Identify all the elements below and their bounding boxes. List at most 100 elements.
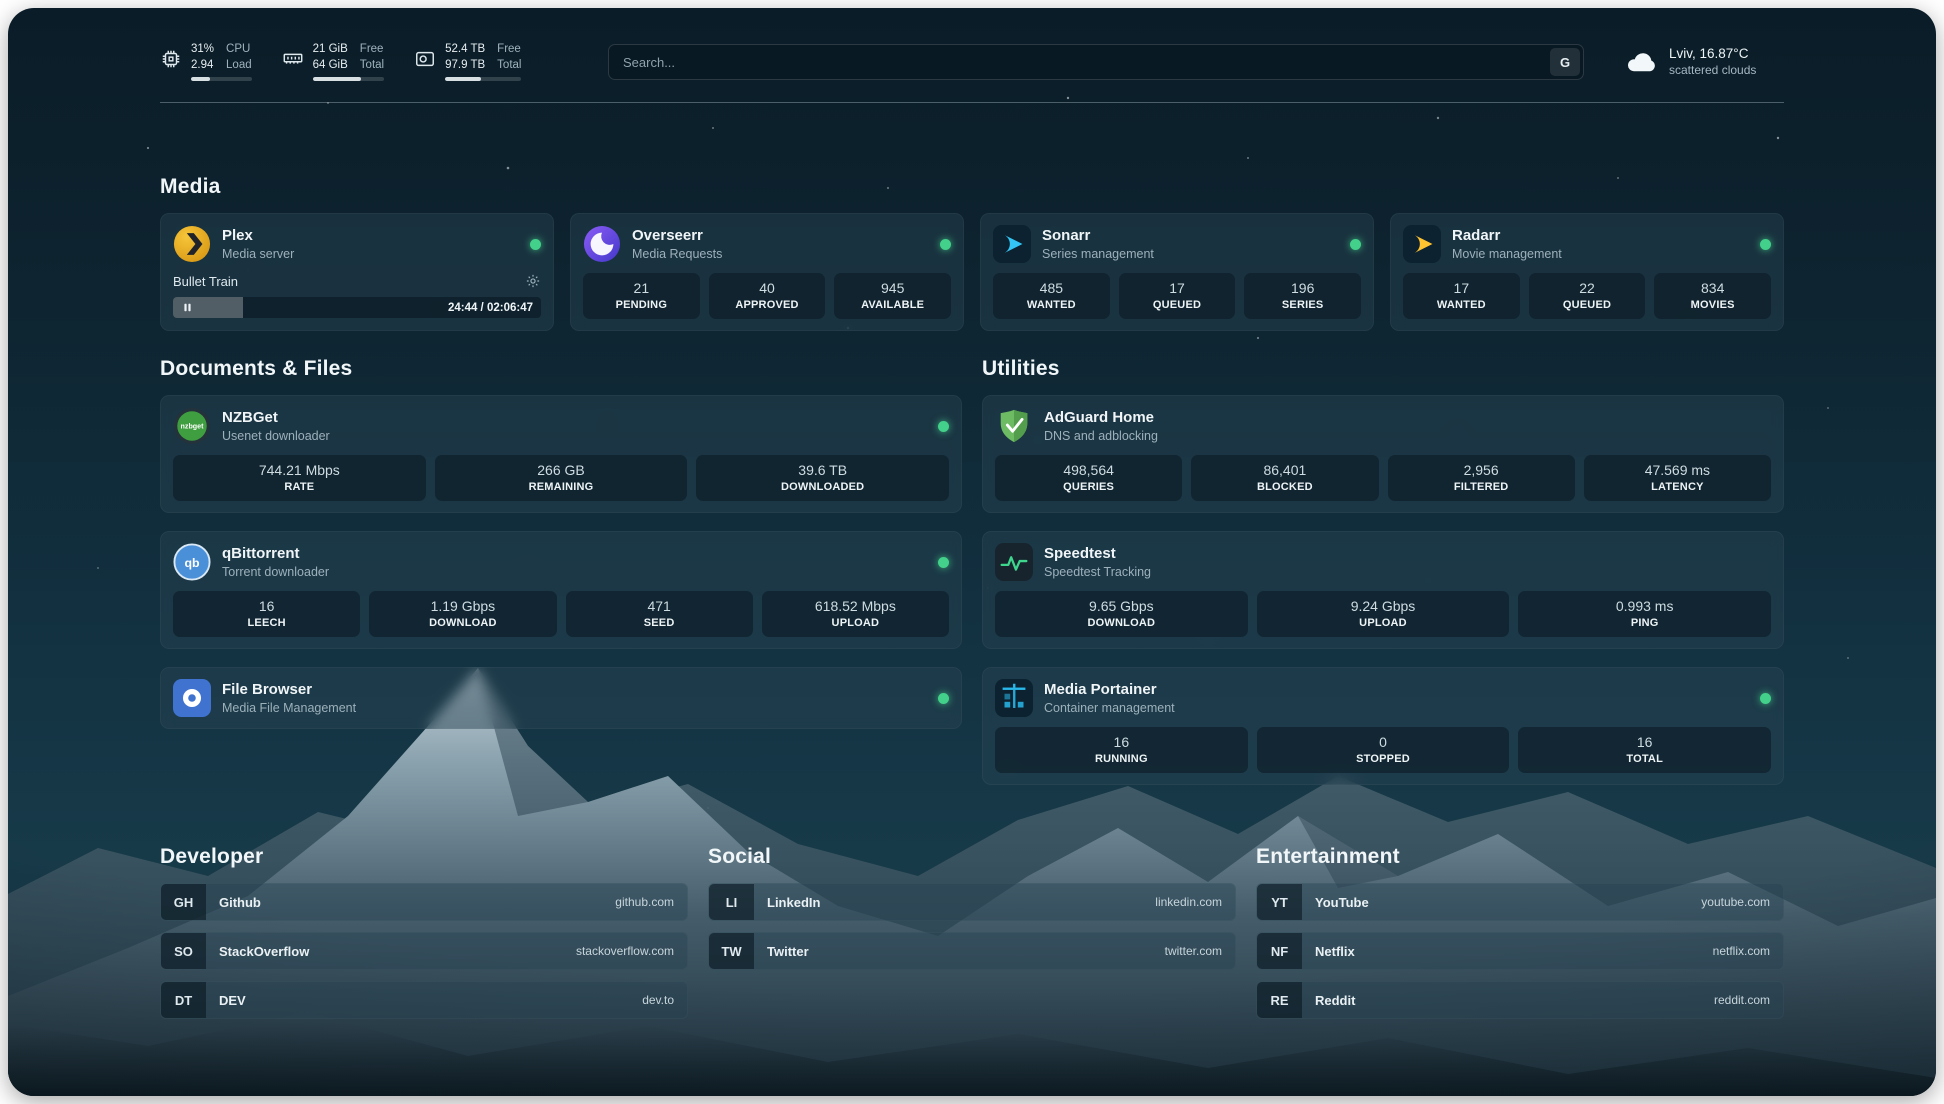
stat-approved: 40 APPROVED bbox=[708, 273, 826, 319]
cpu-usage-value: 31% bbox=[191, 43, 215, 56]
bookmark-abbr: SO bbox=[161, 933, 206, 969]
memory-total-value: 64 GiB bbox=[312, 58, 348, 71]
service-description: Container management bbox=[1044, 701, 1175, 715]
resource-monitors: 31% 2.94 CPU Load bbox=[160, 43, 608, 81]
filebrowser-header: File Browser Media File Management bbox=[173, 679, 949, 717]
playback-progress-fill bbox=[173, 297, 243, 318]
speedtest-stats: 9.65 Gbps DOWNLOAD 9.24 Gbps UPLOAD 0.99… bbox=[995, 591, 1772, 637]
stat-downloaded: 39.6 TB DOWNLOADED bbox=[696, 455, 950, 501]
memory-usage-fill bbox=[312, 76, 361, 81]
search-input[interactable] bbox=[608, 44, 1584, 80]
service-description: Media File Management bbox=[222, 701, 357, 715]
stat-queued: 22 QUEUED bbox=[1528, 273, 1646, 319]
svg-text:nzbget: nzbget bbox=[181, 423, 205, 431]
qbittorrent-header: qb qBittorrent Torrent downloader bbox=[173, 543, 949, 581]
service-card-adguard[interactable]: AdGuard Home DNS and adblocking 498,564 … bbox=[982, 395, 1784, 513]
disk-total-value: 97.9 TB bbox=[445, 58, 486, 71]
cpu-widget: 31% 2.94 CPU Load bbox=[160, 43, 252, 81]
bookmark-youtube[interactable]: YT YouTube youtube.com bbox=[1256, 883, 1784, 921]
topbar-divider bbox=[160, 102, 1784, 103]
service-card-filebrowser[interactable]: File Browser Media File Management bbox=[160, 667, 962, 729]
bookmark-domain: linkedin.com bbox=[1155, 895, 1222, 909]
service-name: Media Portainer bbox=[1044, 681, 1157, 698]
bookmark-twitter[interactable]: TW Twitter twitter.com bbox=[708, 932, 1236, 970]
bookmark-dev[interactable]: DT DEV dev.to bbox=[160, 981, 688, 1019]
bookmark-reddit[interactable]: RE Reddit reddit.com bbox=[1256, 981, 1784, 1019]
bookmark-abbr: DT bbox=[161, 982, 206, 1018]
bookmark-stackoverflow[interactable]: SO StackOverflow stackoverflow.com bbox=[160, 932, 688, 970]
service-name: Plex bbox=[222, 227, 253, 244]
status-online-dot bbox=[530, 238, 541, 250]
bookmark-github[interactable]: GH Github github.com bbox=[160, 883, 688, 921]
stat-queries: 498,564 QUERIES bbox=[995, 455, 1183, 501]
qbittorrent-stats: 16 LEECH 1.19 Gbps DOWNLOAD 471 SEED bbox=[173, 591, 949, 637]
speedtest-header: Speedtest Speedtest Tracking bbox=[995, 543, 1771, 581]
bookmark-netflix[interactable]: NF Netflix netflix.com bbox=[1256, 932, 1784, 970]
now-playing-title: Bullet Train bbox=[173, 273, 239, 289]
stat-blocked: 86,401 BLOCKED bbox=[1191, 455, 1379, 501]
playback-progress-bar: 24:44 / 02:06:47 bbox=[173, 297, 541, 318]
plex-meta: Plex Media server bbox=[222, 227, 294, 261]
memory-free-label: Free bbox=[359, 43, 384, 56]
bookmark-name: YouTube bbox=[1315, 894, 1369, 910]
bookmark-domain: netflix.com bbox=[1712, 944, 1770, 958]
service-name: Sonarr bbox=[1042, 227, 1091, 244]
stat-upload: 618.52 Mbps UPLOAD bbox=[761, 591, 949, 637]
cloud-icon bbox=[1624, 45, 1658, 79]
service-card-overseerr[interactable]: Overseerr Media Requests 21 PENDING 40 A… bbox=[570, 213, 964, 331]
overseerr-meta: Overseerr Media Requests bbox=[632, 227, 722, 261]
service-description: Media server bbox=[222, 247, 295, 261]
qbittorrent-meta: qBittorrent Torrent downloader bbox=[222, 545, 329, 579]
service-description: Series management bbox=[1042, 247, 1154, 261]
filebrowser-meta: File Browser Media File Management bbox=[222, 681, 356, 715]
service-card-qbittorrent[interactable]: qb qBittorrent Torrent downloader bbox=[160, 531, 962, 649]
weather-widget[interactable]: Lviv, 16.87°C scattered clouds bbox=[1624, 45, 1784, 79]
nzbget-header: nzbget NZBGet Usenet downloader bbox=[173, 407, 949, 445]
memory-total-label: Total bbox=[359, 58, 385, 71]
section-title-social: Social bbox=[708, 845, 772, 868]
service-card-plex[interactable]: Plex Media server Bullet Train bbox=[160, 213, 554, 331]
bookmark-abbr: TW bbox=[709, 933, 754, 969]
status-online-dot bbox=[938, 556, 949, 568]
service-card-radarr[interactable]: Radarr Movie management 17 WANTED 22 QUE… bbox=[1390, 213, 1784, 331]
sonarr-meta: Sonarr Series management bbox=[1042, 227, 1154, 261]
adguard-shield-icon bbox=[995, 407, 1033, 445]
service-card-sonarr[interactable]: Sonarr Series management 485 WANTED 17 Q… bbox=[980, 213, 1374, 331]
sonarr-icon bbox=[993, 225, 1031, 263]
bookmark-domain: reddit.com bbox=[1713, 993, 1770, 1007]
disk-usage-fill bbox=[445, 76, 481, 81]
bookmark-name: StackOverflow bbox=[219, 943, 310, 959]
service-name: Overseerr bbox=[632, 227, 703, 244]
speedtest-meta: Speedtest Speedtest Tracking bbox=[1044, 545, 1151, 579]
bookmark-group-social: Social LI LinkedIn linkedin.com TW Twitt… bbox=[708, 845, 1236, 1019]
status-online-dot bbox=[1760, 238, 1771, 250]
service-description: DNS and adblocking bbox=[1044, 429, 1158, 443]
qbittorrent-icon: qb bbox=[173, 543, 211, 581]
bookmark-abbr: NF bbox=[1257, 933, 1302, 969]
documents-column: Documents & Files nzbget bbox=[160, 357, 962, 785]
bookmark-abbr: GH bbox=[161, 884, 206, 920]
radarr-stats: 17 WANTED 22 QUEUED 834 MOVIES bbox=[1403, 273, 1772, 319]
portainer-header: Media Portainer Container management bbox=[995, 679, 1771, 717]
plex-icon bbox=[173, 225, 211, 263]
status-online-dot bbox=[940, 238, 951, 250]
bookmark-linkedin[interactable]: LI LinkedIn linkedin.com bbox=[708, 883, 1236, 921]
stat-latency: 47.569 ms LATENCY bbox=[1583, 455, 1771, 501]
weather-condition: scattered clouds bbox=[1669, 62, 1757, 77]
service-card-speedtest[interactable]: Speedtest Speedtest Tracking 9.65 Gbps D… bbox=[982, 531, 1784, 649]
radarr-meta: Radarr Movie management bbox=[1452, 227, 1562, 261]
search-provider-button[interactable]: G bbox=[1550, 48, 1580, 76]
stat-filtered: 2,956 FILTERED bbox=[1387, 455, 1575, 501]
sonarr-stats: 485 WANTED 17 QUEUED 196 SERIES bbox=[993, 273, 1362, 319]
stat-available: 945 AVAILABLE bbox=[834, 273, 952, 319]
portainer-meta: Media Portainer Container management bbox=[1044, 681, 1175, 715]
bookmark-name: Github bbox=[219, 894, 261, 910]
stat-stopped: 0 STOPPED bbox=[1256, 727, 1510, 773]
utilities-column: Utilities Ad bbox=[982, 357, 1784, 785]
service-card-nzbget[interactable]: nzbget NZBGet Usenet downloader 74 bbox=[160, 395, 962, 513]
service-card-portainer[interactable]: Media Portainer Container management 16 … bbox=[982, 667, 1784, 785]
bookmark-name: DEV bbox=[219, 992, 246, 1008]
media-cards-row: Plex Media server Bullet Train bbox=[160, 213, 1784, 331]
stat-seed: 471 SEED bbox=[565, 591, 753, 637]
settings-gear-icon[interactable] bbox=[525, 273, 541, 289]
